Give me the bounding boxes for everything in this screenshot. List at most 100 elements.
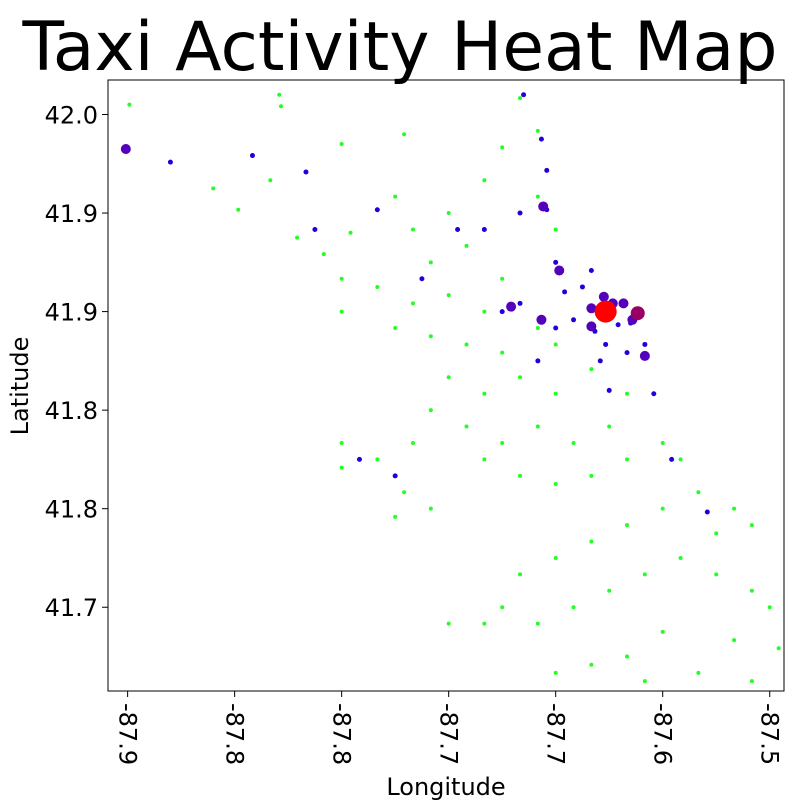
chart-title: Taxi Activity Heat Map (21, 8, 777, 87)
point (625, 391, 630, 396)
point (535, 326, 540, 331)
point (625, 523, 630, 528)
y-tick-label: 41.8 (45, 496, 98, 524)
point (598, 291, 609, 302)
point (303, 169, 309, 175)
point (446, 211, 451, 216)
point (603, 341, 609, 347)
point (499, 309, 505, 315)
point (642, 341, 648, 347)
point (696, 670, 701, 675)
point (642, 572, 647, 577)
point (356, 456, 362, 462)
point (630, 306, 645, 321)
point (776, 646, 781, 651)
point (571, 605, 576, 610)
point (535, 424, 540, 429)
point (571, 440, 576, 445)
point (553, 227, 558, 232)
point (518, 473, 523, 478)
point (500, 605, 505, 610)
point (607, 588, 612, 593)
y-tick-label: 41.9 (45, 299, 98, 327)
point (419, 276, 425, 282)
point (500, 145, 505, 150)
point (538, 201, 549, 212)
point (678, 457, 683, 462)
x-tick-label: -87.6 (649, 703, 677, 765)
y-tick-label: 42.0 (45, 101, 98, 129)
y-axis-label: Latitude (6, 337, 34, 436)
point (393, 326, 398, 331)
point (553, 555, 558, 560)
point (704, 509, 710, 515)
point (714, 531, 719, 536)
point (553, 482, 558, 487)
point (554, 265, 565, 276)
point (236, 207, 241, 212)
point (339, 440, 344, 445)
point (538, 136, 544, 142)
point (586, 303, 597, 314)
point (500, 350, 505, 355)
point (393, 514, 398, 519)
point (536, 314, 547, 325)
point (482, 178, 487, 183)
x-tick-label: -87.5 (756, 703, 784, 765)
point (660, 629, 665, 634)
x-tick-label: -87.7 (542, 703, 570, 765)
point (464, 424, 469, 429)
point (211, 186, 216, 191)
point (339, 309, 344, 314)
point (464, 342, 469, 347)
point (639, 350, 650, 361)
point (517, 300, 523, 306)
point (535, 358, 541, 364)
point (321, 252, 326, 257)
point (589, 539, 594, 544)
x-tick-label: -87.7 (435, 703, 463, 765)
point (597, 358, 603, 364)
point (642, 679, 647, 684)
point (339, 142, 344, 147)
point (482, 457, 487, 462)
point (500, 276, 505, 281)
point (374, 207, 380, 213)
point (517, 210, 523, 216)
point (402, 490, 407, 495)
point (455, 226, 461, 232)
point (553, 670, 558, 675)
point (339, 276, 344, 281)
point (167, 159, 173, 165)
point (607, 424, 612, 429)
point (295, 235, 300, 240)
point (579, 284, 585, 290)
point (446, 621, 451, 626)
point (375, 284, 380, 289)
y-tick-label: 41.7 (45, 594, 98, 622)
point (411, 227, 416, 232)
point (535, 621, 540, 626)
point (482, 391, 487, 396)
point (615, 322, 621, 328)
point (127, 102, 132, 107)
point (535, 128, 540, 133)
point (464, 243, 469, 248)
point (392, 473, 398, 479)
x-axis-label: Longitude (386, 773, 505, 800)
point (553, 259, 559, 265)
point (482, 309, 487, 314)
point (553, 391, 558, 396)
point (625, 654, 630, 659)
point (625, 457, 630, 462)
point (660, 506, 665, 511)
point (393, 194, 398, 199)
point (506, 301, 517, 312)
point (594, 300, 617, 323)
point (120, 143, 131, 154)
point (249, 153, 255, 159)
point (482, 621, 487, 626)
point (375, 457, 380, 462)
point (571, 317, 577, 323)
